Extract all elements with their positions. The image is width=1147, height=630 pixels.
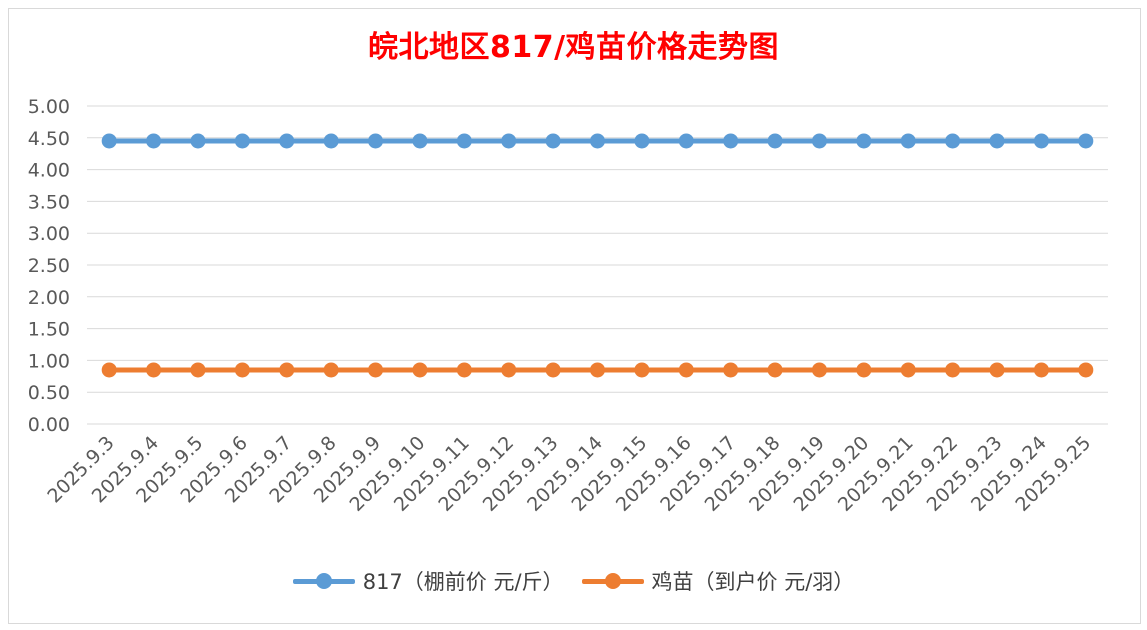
data-point-s1-9 <box>501 362 517 378</box>
data-point-s0-22 <box>1078 133 1094 149</box>
y-tick-label: 1.50 <box>28 319 70 341</box>
data-point-s0-7 <box>412 133 428 149</box>
data-point-s1-2 <box>190 362 206 378</box>
data-point-s0-1 <box>146 133 162 149</box>
y-tick-label: 4.50 <box>28 128 70 150</box>
data-point-s0-8 <box>456 133 472 149</box>
data-point-s1-22 <box>1078 362 1094 378</box>
data-point-s0-6 <box>368 133 384 149</box>
data-point-s1-6 <box>368 362 384 378</box>
data-point-s1-8 <box>456 362 472 378</box>
data-point-s1-21 <box>1033 362 1049 378</box>
data-point-s1-0 <box>101 362 117 378</box>
data-point-s1-20 <box>989 362 1005 378</box>
data-point-s0-13 <box>678 133 694 149</box>
y-tick-label: 1.00 <box>28 350 70 372</box>
data-point-s1-16 <box>811 362 827 378</box>
y-tick-label: 0.50 <box>28 382 70 404</box>
data-point-s0-0 <box>101 133 117 149</box>
data-point-s1-13 <box>678 362 694 378</box>
y-tick-label: 3.00 <box>28 223 70 245</box>
legend-item-chick[interactable]: 鸡苗（到户价 元/羽） <box>581 566 855 596</box>
data-point-s0-19 <box>945 133 961 149</box>
data-point-s0-4 <box>279 133 295 149</box>
data-point-s1-4 <box>279 362 295 378</box>
chart-title: 皖北地区817/鸡苗价格走势图 <box>367 30 780 65</box>
chart-legend: 817（棚前价 元/斤） 鸡苗（到户价 元/羽） <box>0 566 1147 596</box>
data-point-s0-16 <box>811 133 827 149</box>
data-point-s0-2 <box>190 133 206 149</box>
legend-swatch-chick <box>581 571 644 591</box>
y-tick-label: 5.00 <box>28 96 70 118</box>
data-point-s0-15 <box>767 133 783 149</box>
data-point-s0-3 <box>234 133 250 149</box>
data-point-s0-14 <box>723 133 739 149</box>
data-point-s0-10 <box>545 133 561 149</box>
data-point-s1-1 <box>146 362 162 378</box>
data-point-s0-11 <box>590 133 605 149</box>
y-tick-label: 2.50 <box>28 255 70 277</box>
data-point-s0-12 <box>634 133 650 149</box>
data-point-s1-14 <box>723 362 739 378</box>
data-point-s0-18 <box>900 133 916 149</box>
legend-item-817[interactable]: 817（棚前价 元/斤） <box>292 566 564 596</box>
y-tick-label: 4.00 <box>28 160 70 182</box>
data-point-s0-21 <box>1033 133 1049 149</box>
data-point-s1-17 <box>856 362 872 378</box>
legend-label-817: 817（棚前价 元/斤） <box>362 570 564 594</box>
data-point-s0-9 <box>501 133 517 149</box>
data-point-s1-18 <box>900 362 916 378</box>
data-point-s1-5 <box>323 362 339 378</box>
data-point-s1-11 <box>590 362 605 378</box>
y-tick-label: 2.00 <box>28 287 70 309</box>
data-point-s1-10 <box>545 362 561 378</box>
data-point-s1-3 <box>234 362 250 378</box>
data-point-s1-7 <box>412 362 428 378</box>
data-point-s1-15 <box>767 362 783 378</box>
data-point-s0-17 <box>856 133 872 149</box>
data-point-s1-19 <box>945 362 961 378</box>
data-point-s0-20 <box>989 133 1005 149</box>
y-tick-label: 0.00 <box>28 414 70 436</box>
data-point-s0-5 <box>323 133 339 149</box>
legend-swatch-817 <box>292 571 355 591</box>
legend-label-chick: 鸡苗（到户价 元/羽） <box>651 570 855 594</box>
data-point-s1-12 <box>634 362 650 378</box>
y-tick-label: 3.50 <box>28 191 70 213</box>
chart-frame <box>8 8 1141 624</box>
